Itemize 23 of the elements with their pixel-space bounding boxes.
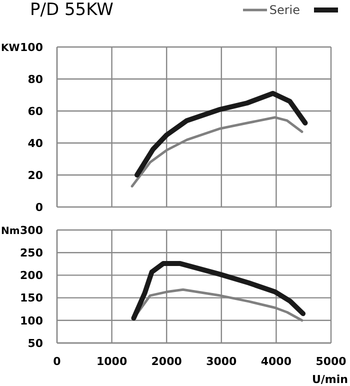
legend-label: Serie [269, 3, 300, 17]
y-tick-label: 20 [28, 168, 44, 182]
y-tick-label: 100 [20, 40, 44, 54]
x-tick-label: 1000 [96, 354, 128, 368]
y-tick-label: 300 [20, 224, 44, 237]
y-tick-label: 200 [20, 269, 44, 282]
x-tick-label: 5000 [316, 354, 347, 368]
y-tick-label: 100 [20, 314, 44, 328]
y-tick-label: 0 [35, 200, 44, 214]
y-tick-label: 40 [28, 136, 44, 150]
y-tick-label: 50 [28, 336, 44, 350]
y-tick-label: 150 [20, 292, 44, 305]
y-tick-label: 80 [28, 72, 44, 86]
x-tick-label: 0 [53, 354, 62, 368]
y-axis-title: KW [1, 43, 20, 54]
chart-title: P/D 55KW [30, 0, 114, 20]
x-tick-label: 2000 [151, 354, 182, 368]
x-tick-label: 4000 [260, 354, 292, 368]
x-tick-label: 3000 [206, 354, 238, 368]
x-axis-title: U/min [312, 373, 348, 386]
y-tick-label: 250 [20, 246, 44, 260]
y-tick-label: 60 [28, 104, 44, 118]
y-axis-title: Nm [1, 226, 20, 237]
